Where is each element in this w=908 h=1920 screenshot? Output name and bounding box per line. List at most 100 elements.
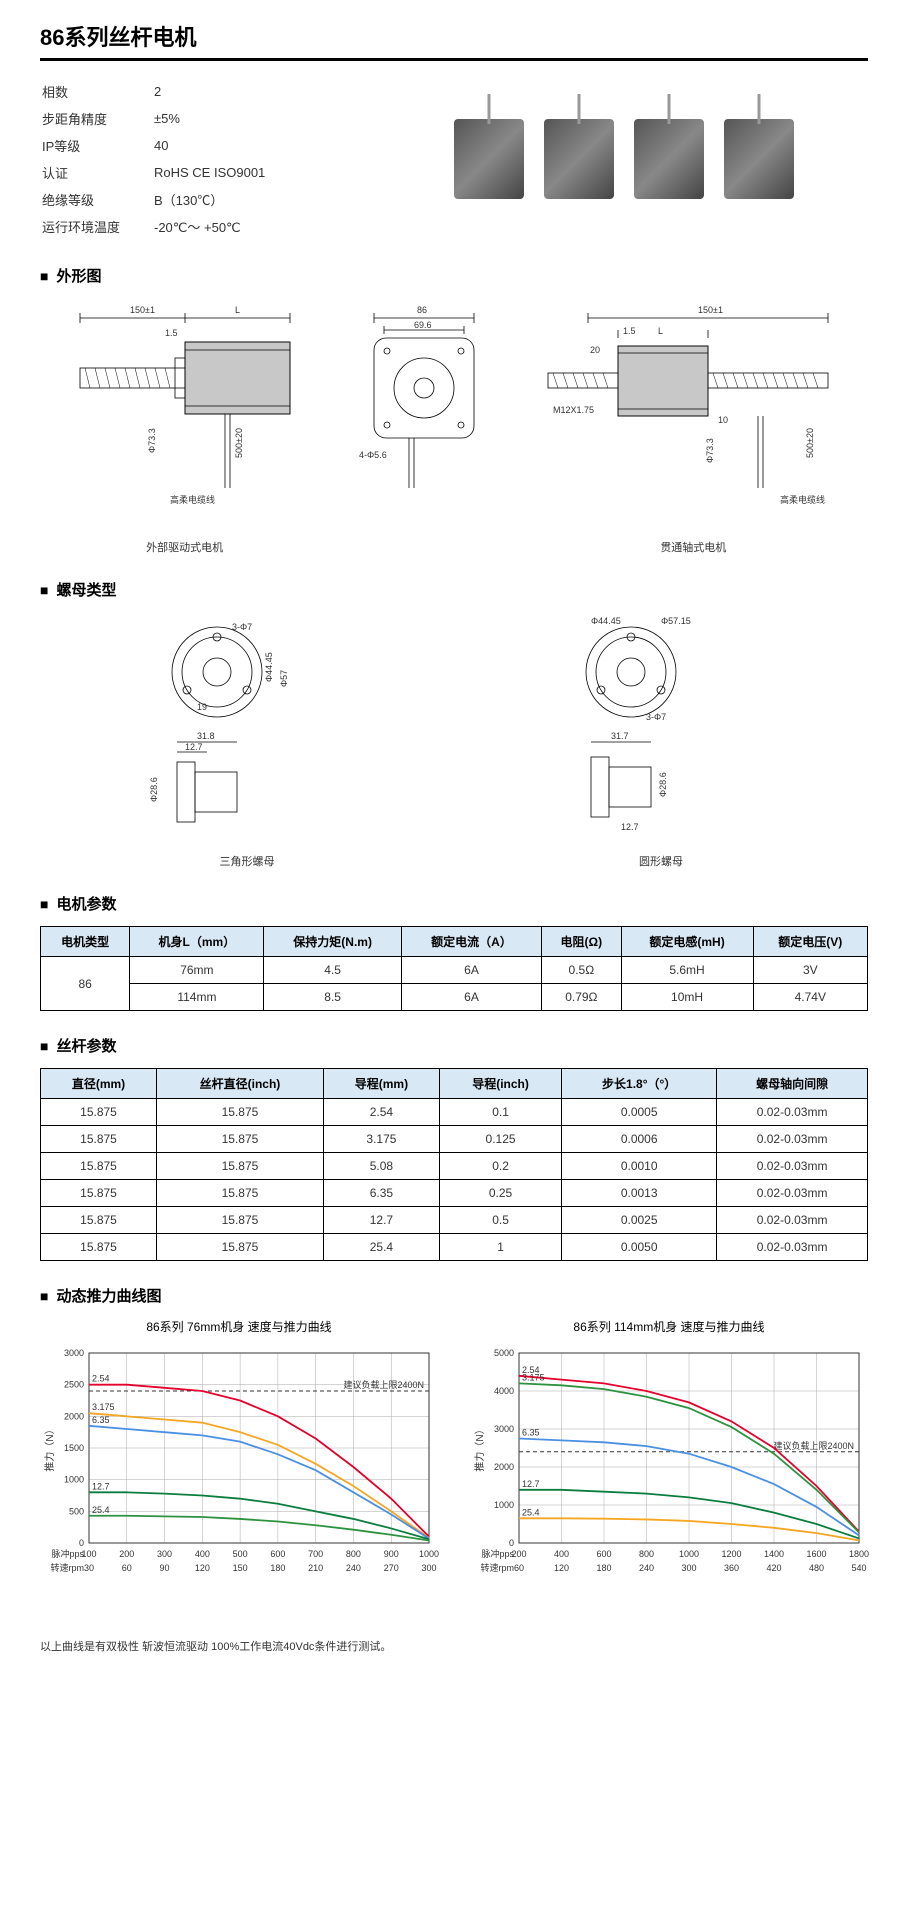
svg-text:20: 20: [590, 345, 600, 355]
svg-text:4-Φ5.6: 4-Φ5.6: [359, 450, 387, 460]
table-header: 额定电感(mH): [621, 927, 753, 957]
spec-table: 相数2步距角精度±5%IP等级40认证RoHS CE ISO9001绝缘等级B（…: [40, 77, 380, 241]
svg-text:1000: 1000: [64, 1475, 84, 1485]
table-cell: 0.02-0.03mm: [717, 1180, 868, 1207]
svg-text:30: 30: [84, 1563, 94, 1573]
svg-text:240: 240: [346, 1563, 361, 1573]
table-cell: 0.0013: [562, 1180, 717, 1207]
svg-text:150±1: 150±1: [698, 305, 723, 315]
svg-text:推力（N）: 推力（N）: [473, 1424, 486, 1471]
svg-text:转速rpm: 转速rpm: [51, 1562, 85, 1573]
table-header: 电阻(Ω): [542, 927, 621, 957]
svg-text:M12X1.75: M12X1.75: [553, 405, 594, 415]
drawing-through: 150±1 1.5 L 20: [538, 298, 848, 528]
svg-text:2000: 2000: [494, 1462, 514, 1472]
motor-photo: [544, 119, 614, 199]
spec-value: B（130℃）: [154, 187, 378, 212]
spec-label: IP等级: [42, 133, 152, 158]
svg-text:12.7: 12.7: [92, 1481, 110, 1491]
screw-params-table: 直径(mm)丝杆直径(inch)导程(mm)导程(inch)步长1.8°（°）螺…: [40, 1068, 868, 1261]
table-cell: 0.1: [439, 1099, 561, 1126]
svg-text:800: 800: [639, 1549, 654, 1559]
svg-text:200: 200: [119, 1549, 134, 1559]
svg-text:600: 600: [596, 1549, 611, 1559]
svg-text:25.4: 25.4: [522, 1507, 540, 1517]
table-cell: 10mH: [621, 984, 753, 1011]
svg-text:10: 10: [718, 415, 728, 425]
table-cell: 76mm: [130, 957, 264, 984]
table-header: 丝杆直径(inch): [157, 1069, 324, 1099]
svg-text:Φ44.45: Φ44.45: [264, 652, 274, 682]
table-cell: 2.54: [323, 1099, 439, 1126]
spec-label: 步距角精度: [42, 106, 152, 131]
table-header: 保持力矩(N.m): [264, 927, 401, 957]
motor-photo: [724, 119, 794, 199]
svg-text:L: L: [235, 305, 240, 315]
page-title: 86系列丝杆电机: [40, 20, 868, 61]
svg-text:480: 480: [809, 1563, 824, 1573]
chart2: 0100020003000400050002006040012060018080…: [469, 1343, 869, 1603]
table-cell: 15.875: [41, 1099, 157, 1126]
svg-text:600: 600: [270, 1549, 285, 1559]
table-cell: 0.02-0.03mm: [717, 1099, 868, 1126]
svg-text:5000: 5000: [494, 1348, 514, 1358]
spec-value: RoHS CE ISO9001: [154, 160, 378, 185]
table-cell: 15.875: [157, 1099, 324, 1126]
section-curves: 动态推力曲线图: [40, 1285, 868, 1306]
svg-text:300: 300: [681, 1563, 696, 1573]
table-header: 直径(mm): [41, 1069, 157, 1099]
table-cell: 0.0025: [562, 1207, 717, 1234]
svg-text:高柔电缆线: 高柔电缆线: [170, 494, 215, 505]
svg-text:Φ73.3: Φ73.3: [705, 438, 715, 463]
table-cell: 15.875: [157, 1207, 324, 1234]
drawing-tri-nut: 3-Φ7 Φ44.45 Φ57 19 31.8 12.7 Φ28.6: [137, 612, 357, 842]
table-header: 导程(mm): [323, 1069, 439, 1099]
svg-text:3.175: 3.175: [92, 1402, 115, 1412]
table-cell: 8.5: [264, 984, 401, 1011]
svg-text:25.4: 25.4: [92, 1505, 110, 1515]
spec-label: 运行环境温度: [42, 214, 152, 239]
svg-text:Φ44.45: Φ44.45: [591, 616, 621, 626]
svg-text:60: 60: [122, 1563, 132, 1573]
spec-value: 2: [154, 79, 378, 104]
table-cell: 0.5Ω: [542, 957, 621, 984]
table-header: 额定电压(V): [753, 927, 867, 957]
motor-params-table: 电机类型机身L（mm）保持力矩(N.m)额定电流（A）电阻(Ω)额定电感(mH)…: [40, 926, 868, 1011]
drawing-front: 86 69.6 4-Φ5.6: [349, 298, 499, 528]
svg-text:500±20: 500±20: [805, 428, 815, 458]
table-cell: 15.875: [157, 1234, 324, 1261]
svg-text:1000: 1000: [419, 1549, 439, 1559]
svg-text:4000: 4000: [494, 1386, 514, 1396]
table-cell: 0.25: [439, 1180, 561, 1207]
spec-value: -20℃～ +50℃: [154, 214, 378, 239]
svg-text:120: 120: [554, 1563, 569, 1573]
table-cell: 0.79Ω: [542, 984, 621, 1011]
section-screw-params: 丝杆参数: [40, 1035, 868, 1056]
svg-text:3.175: 3.175: [522, 1372, 545, 1382]
svg-text:12.7: 12.7: [522, 1479, 540, 1489]
svg-text:420: 420: [766, 1563, 781, 1573]
table-cell: 6A: [401, 957, 541, 984]
svg-text:150±1: 150±1: [130, 305, 155, 315]
svg-text:Φ57: Φ57: [279, 670, 289, 687]
svg-text:360: 360: [724, 1563, 739, 1573]
svg-text:3000: 3000: [64, 1348, 84, 1358]
svg-text:900: 900: [384, 1549, 399, 1559]
svg-text:12.7: 12.7: [185, 742, 203, 752]
table-cell: 15.875: [41, 1153, 157, 1180]
table-cell: 3V: [753, 957, 867, 984]
svg-text:150: 150: [233, 1563, 248, 1573]
table-cell: 0.0006: [562, 1126, 717, 1153]
svg-text:脉冲pps: 脉冲pps: [51, 1548, 84, 1559]
svg-text:高柔电缆线: 高柔电缆线: [780, 494, 825, 505]
table-header: 机身L（mm）: [130, 927, 264, 957]
svg-text:1200: 1200: [721, 1549, 741, 1559]
svg-text:Φ28.6: Φ28.6: [149, 777, 159, 802]
table-cell: 0.0050: [562, 1234, 717, 1261]
svg-text:2500: 2500: [64, 1380, 84, 1390]
table-cell: 12.7: [323, 1207, 439, 1234]
svg-text:1600: 1600: [806, 1549, 826, 1559]
chart2-title: 86系列 114mm机身 速度与推力曲线: [469, 1318, 869, 1335]
table-cell: 0.02-0.03mm: [717, 1153, 868, 1180]
svg-text:500±20: 500±20: [234, 428, 244, 458]
